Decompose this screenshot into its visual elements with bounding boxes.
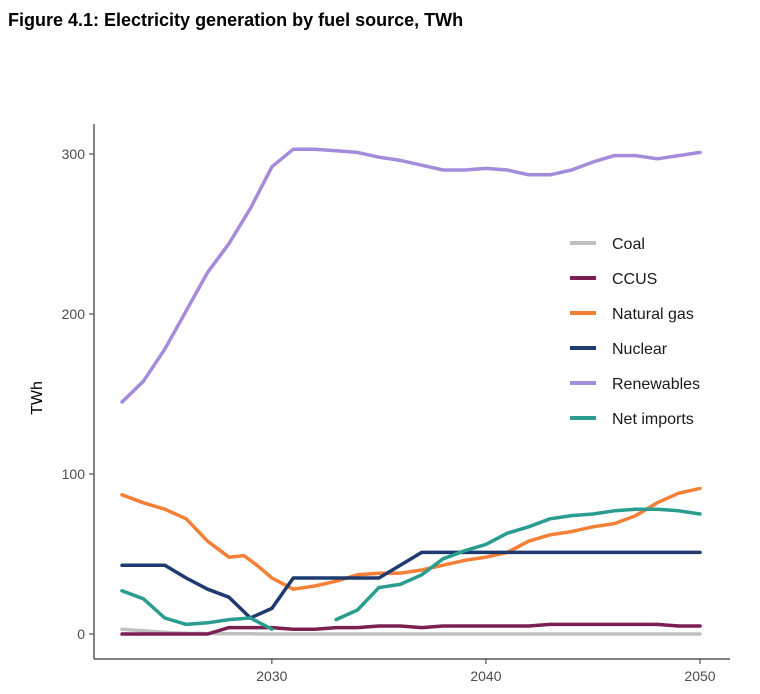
series-layer bbox=[120, 147, 702, 636]
x-tick-label: 2050 bbox=[684, 668, 715, 684]
series-line-net-imports bbox=[334, 507, 702, 622]
series-line-nuclear bbox=[120, 550, 702, 620]
legend-label: Natural gas bbox=[612, 306, 694, 323]
series-line-renewables bbox=[120, 147, 702, 404]
x-tick-label: 2030 bbox=[256, 668, 287, 684]
series-line-ccus bbox=[120, 622, 702, 636]
legend-label: Coal bbox=[612, 236, 645, 253]
legend: Coal CCUS Natural gas Nuclear Renewables Net … bbox=[570, 236, 700, 428]
legend-label: CCUS bbox=[612, 271, 657, 288]
chart-title: Figure 4.1: Electricity generation by fu… bbox=[8, 10, 464, 30]
series-line-net-imports bbox=[120, 589, 274, 631]
x-tick-label: 2040 bbox=[470, 668, 501, 684]
y-tick-label: 300 bbox=[62, 146, 86, 162]
legend-label: Nuclear bbox=[612, 341, 668, 358]
y-tick-label: 200 bbox=[62, 306, 86, 322]
legend-label: Net imports bbox=[612, 411, 694, 428]
y-tick-label: 100 bbox=[62, 466, 86, 482]
tick-layer: 0 100 200 300 2030 2040 2050 bbox=[62, 146, 716, 684]
series-line-natural-gas bbox=[120, 486, 702, 591]
legend-label: Renewables bbox=[612, 376, 700, 393]
series-line-coal bbox=[120, 627, 702, 636]
axes: TWh bbox=[29, 124, 730, 660]
y-tick-label: 0 bbox=[77, 626, 85, 642]
y-axis-label: TWh bbox=[29, 381, 46, 415]
